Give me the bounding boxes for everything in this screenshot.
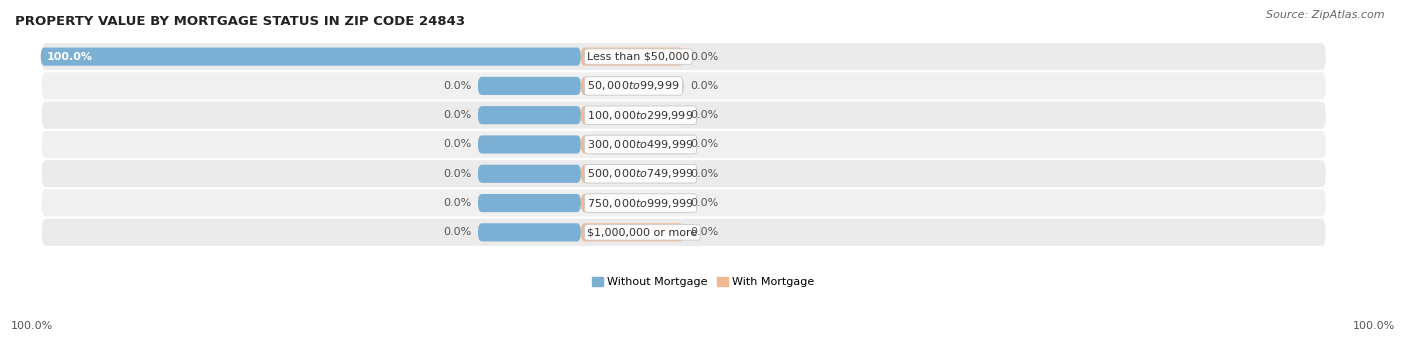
Text: $1,000,000 or more: $1,000,000 or more (588, 227, 697, 237)
FancyBboxPatch shape (41, 159, 1327, 189)
FancyBboxPatch shape (581, 106, 683, 124)
FancyBboxPatch shape (478, 165, 581, 183)
FancyBboxPatch shape (581, 135, 683, 153)
Text: 0.0%: 0.0% (443, 81, 471, 91)
FancyBboxPatch shape (478, 106, 581, 124)
Text: 0.0%: 0.0% (690, 51, 718, 62)
Text: Source: ZipAtlas.com: Source: ZipAtlas.com (1267, 10, 1385, 20)
Text: $100,000 to $299,999: $100,000 to $299,999 (588, 109, 693, 122)
Text: 100.0%: 100.0% (1353, 321, 1395, 331)
Text: 0.0%: 0.0% (690, 110, 718, 120)
Text: 0.0%: 0.0% (443, 139, 471, 149)
FancyBboxPatch shape (581, 194, 683, 212)
Text: 0.0%: 0.0% (690, 139, 718, 149)
FancyBboxPatch shape (581, 47, 683, 66)
Text: $750,000 to $999,999: $750,000 to $999,999 (588, 196, 695, 210)
Text: 0.0%: 0.0% (443, 198, 471, 208)
FancyBboxPatch shape (478, 135, 581, 153)
Text: 0.0%: 0.0% (443, 110, 471, 120)
Text: 0.0%: 0.0% (690, 227, 718, 237)
FancyBboxPatch shape (478, 194, 581, 212)
Text: $50,000 to $99,999: $50,000 to $99,999 (588, 79, 679, 92)
FancyBboxPatch shape (478, 223, 581, 241)
Text: $500,000 to $749,999: $500,000 to $749,999 (588, 167, 695, 180)
FancyBboxPatch shape (41, 218, 1327, 247)
FancyBboxPatch shape (581, 77, 683, 95)
FancyBboxPatch shape (41, 71, 1327, 101)
FancyBboxPatch shape (41, 42, 1327, 71)
FancyBboxPatch shape (41, 47, 581, 66)
FancyBboxPatch shape (581, 223, 683, 241)
Text: 0.0%: 0.0% (690, 81, 718, 91)
FancyBboxPatch shape (581, 165, 683, 183)
Text: $300,000 to $499,999: $300,000 to $499,999 (588, 138, 695, 151)
FancyBboxPatch shape (41, 101, 1327, 130)
Text: 0.0%: 0.0% (443, 227, 471, 237)
Text: Less than $50,000: Less than $50,000 (588, 51, 689, 62)
FancyBboxPatch shape (41, 189, 1327, 218)
Legend: Without Mortgage, With Mortgage: Without Mortgage, With Mortgage (588, 272, 818, 292)
Text: 0.0%: 0.0% (690, 198, 718, 208)
Text: 100.0%: 100.0% (48, 51, 93, 62)
Text: 0.0%: 0.0% (690, 169, 718, 179)
Text: 100.0%: 100.0% (11, 321, 53, 331)
Text: PROPERTY VALUE BY MORTGAGE STATUS IN ZIP CODE 24843: PROPERTY VALUE BY MORTGAGE STATUS IN ZIP… (15, 15, 465, 28)
FancyBboxPatch shape (478, 77, 581, 95)
FancyBboxPatch shape (41, 130, 1327, 159)
Text: 0.0%: 0.0% (443, 169, 471, 179)
